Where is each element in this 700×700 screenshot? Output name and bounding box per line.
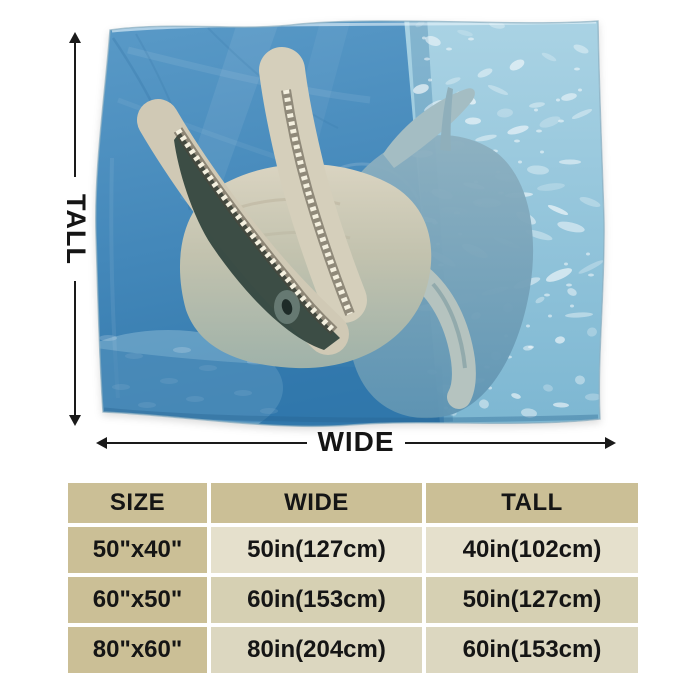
size-chart-table: SIZE WIDE TALL 50"x40" 50in(127cm) 40in(…	[68, 483, 638, 673]
blanket-edge	[95, 20, 605, 428]
wide-label: WIDE	[317, 426, 395, 457]
table-cell-size: 80"x60"	[68, 627, 207, 673]
dolphin-teeth-lower	[175, 128, 337, 334]
arrow-line	[74, 281, 76, 415]
tall-dimension-arrow: TALL	[60, 32, 91, 426]
tall-label: TALL	[60, 193, 91, 265]
dolphin-blanket-illustration	[95, 20, 605, 428]
water-scene	[95, 20, 605, 427]
arrowhead-right-icon	[605, 437, 617, 449]
table-cell-tall: 60in(153cm)	[426, 627, 638, 673]
dolphin-teeth-upper	[283, 89, 353, 316]
table-cell-tall: 40in(102cm)	[426, 527, 638, 573]
dolphin-eye	[281, 299, 293, 315]
table-cell-tall: 50in(127cm)	[426, 577, 638, 623]
table-cell-size: 50"x40"	[68, 527, 207, 573]
table-cell-size: 60"x50"	[68, 577, 207, 623]
arrow-line	[74, 43, 76, 177]
table-header-tall: TALL	[426, 483, 638, 523]
table-cell-wide: 60in(153cm)	[211, 577, 422, 623]
table-cell-wide: 80in(204cm)	[211, 627, 422, 673]
arrowhead-down-icon	[69, 415, 81, 426]
arrowhead-left-icon	[96, 437, 107, 449]
arrowhead-up-icon	[69, 32, 81, 43]
blanket-photo	[88, 8, 616, 436]
tall-label-box: TALL	[60, 181, 91, 277]
dolphin-illustration	[137, 47, 534, 419]
table-cell-wide: 50in(127cm)	[211, 527, 422, 573]
wide-dimension-arrow: WIDE	[96, 426, 617, 457]
table-header-size: SIZE	[68, 483, 207, 523]
dolphin-fluke	[383, 88, 475, 168]
arrow-line	[107, 442, 308, 444]
table-header-wide: WIDE	[211, 483, 422, 523]
arrow-line	[404, 442, 606, 444]
